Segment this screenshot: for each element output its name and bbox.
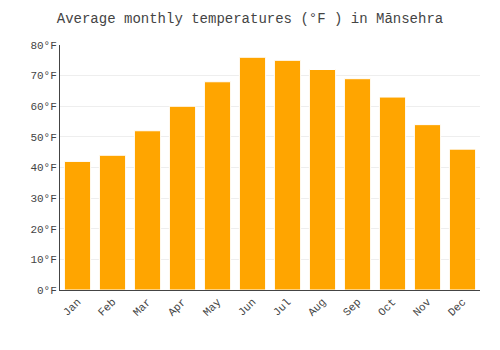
svg-text:40°F: 40°F [30, 162, 56, 174]
svg-text:Dec: Dec [446, 296, 468, 318]
svg-text:50°F: 50°F [30, 132, 56, 144]
svg-text:10°F: 10°F [30, 254, 56, 266]
svg-text:Aug: Aug [306, 296, 328, 318]
svg-text:Oct: Oct [376, 296, 398, 318]
svg-text:Feb: Feb [96, 296, 118, 318]
svg-text:20°F: 20°F [30, 224, 56, 236]
svg-text:Jan: Jan [61, 296, 83, 318]
svg-text:May: May [201, 296, 224, 319]
svg-text:Jun: Jun [236, 296, 258, 318]
svg-text:Mar: Mar [131, 296, 153, 318]
svg-text:Nov: Nov [411, 296, 434, 319]
svg-text:Sep: Sep [341, 296, 363, 318]
svg-text:0°F: 0°F [37, 285, 57, 297]
svg-text:80°F: 80°F [30, 40, 56, 52]
svg-text:Jul: Jul [271, 296, 293, 318]
svg-text:60°F: 60°F [30, 101, 56, 113]
svg-text:Average monthly temperatures (: Average monthly temperatures (°F ) in Mā… [57, 11, 443, 27]
svg-text:70°F: 70°F [30, 70, 56, 82]
svg-text:30°F: 30°F [30, 193, 56, 205]
svg-text:Apr: Apr [166, 296, 188, 318]
